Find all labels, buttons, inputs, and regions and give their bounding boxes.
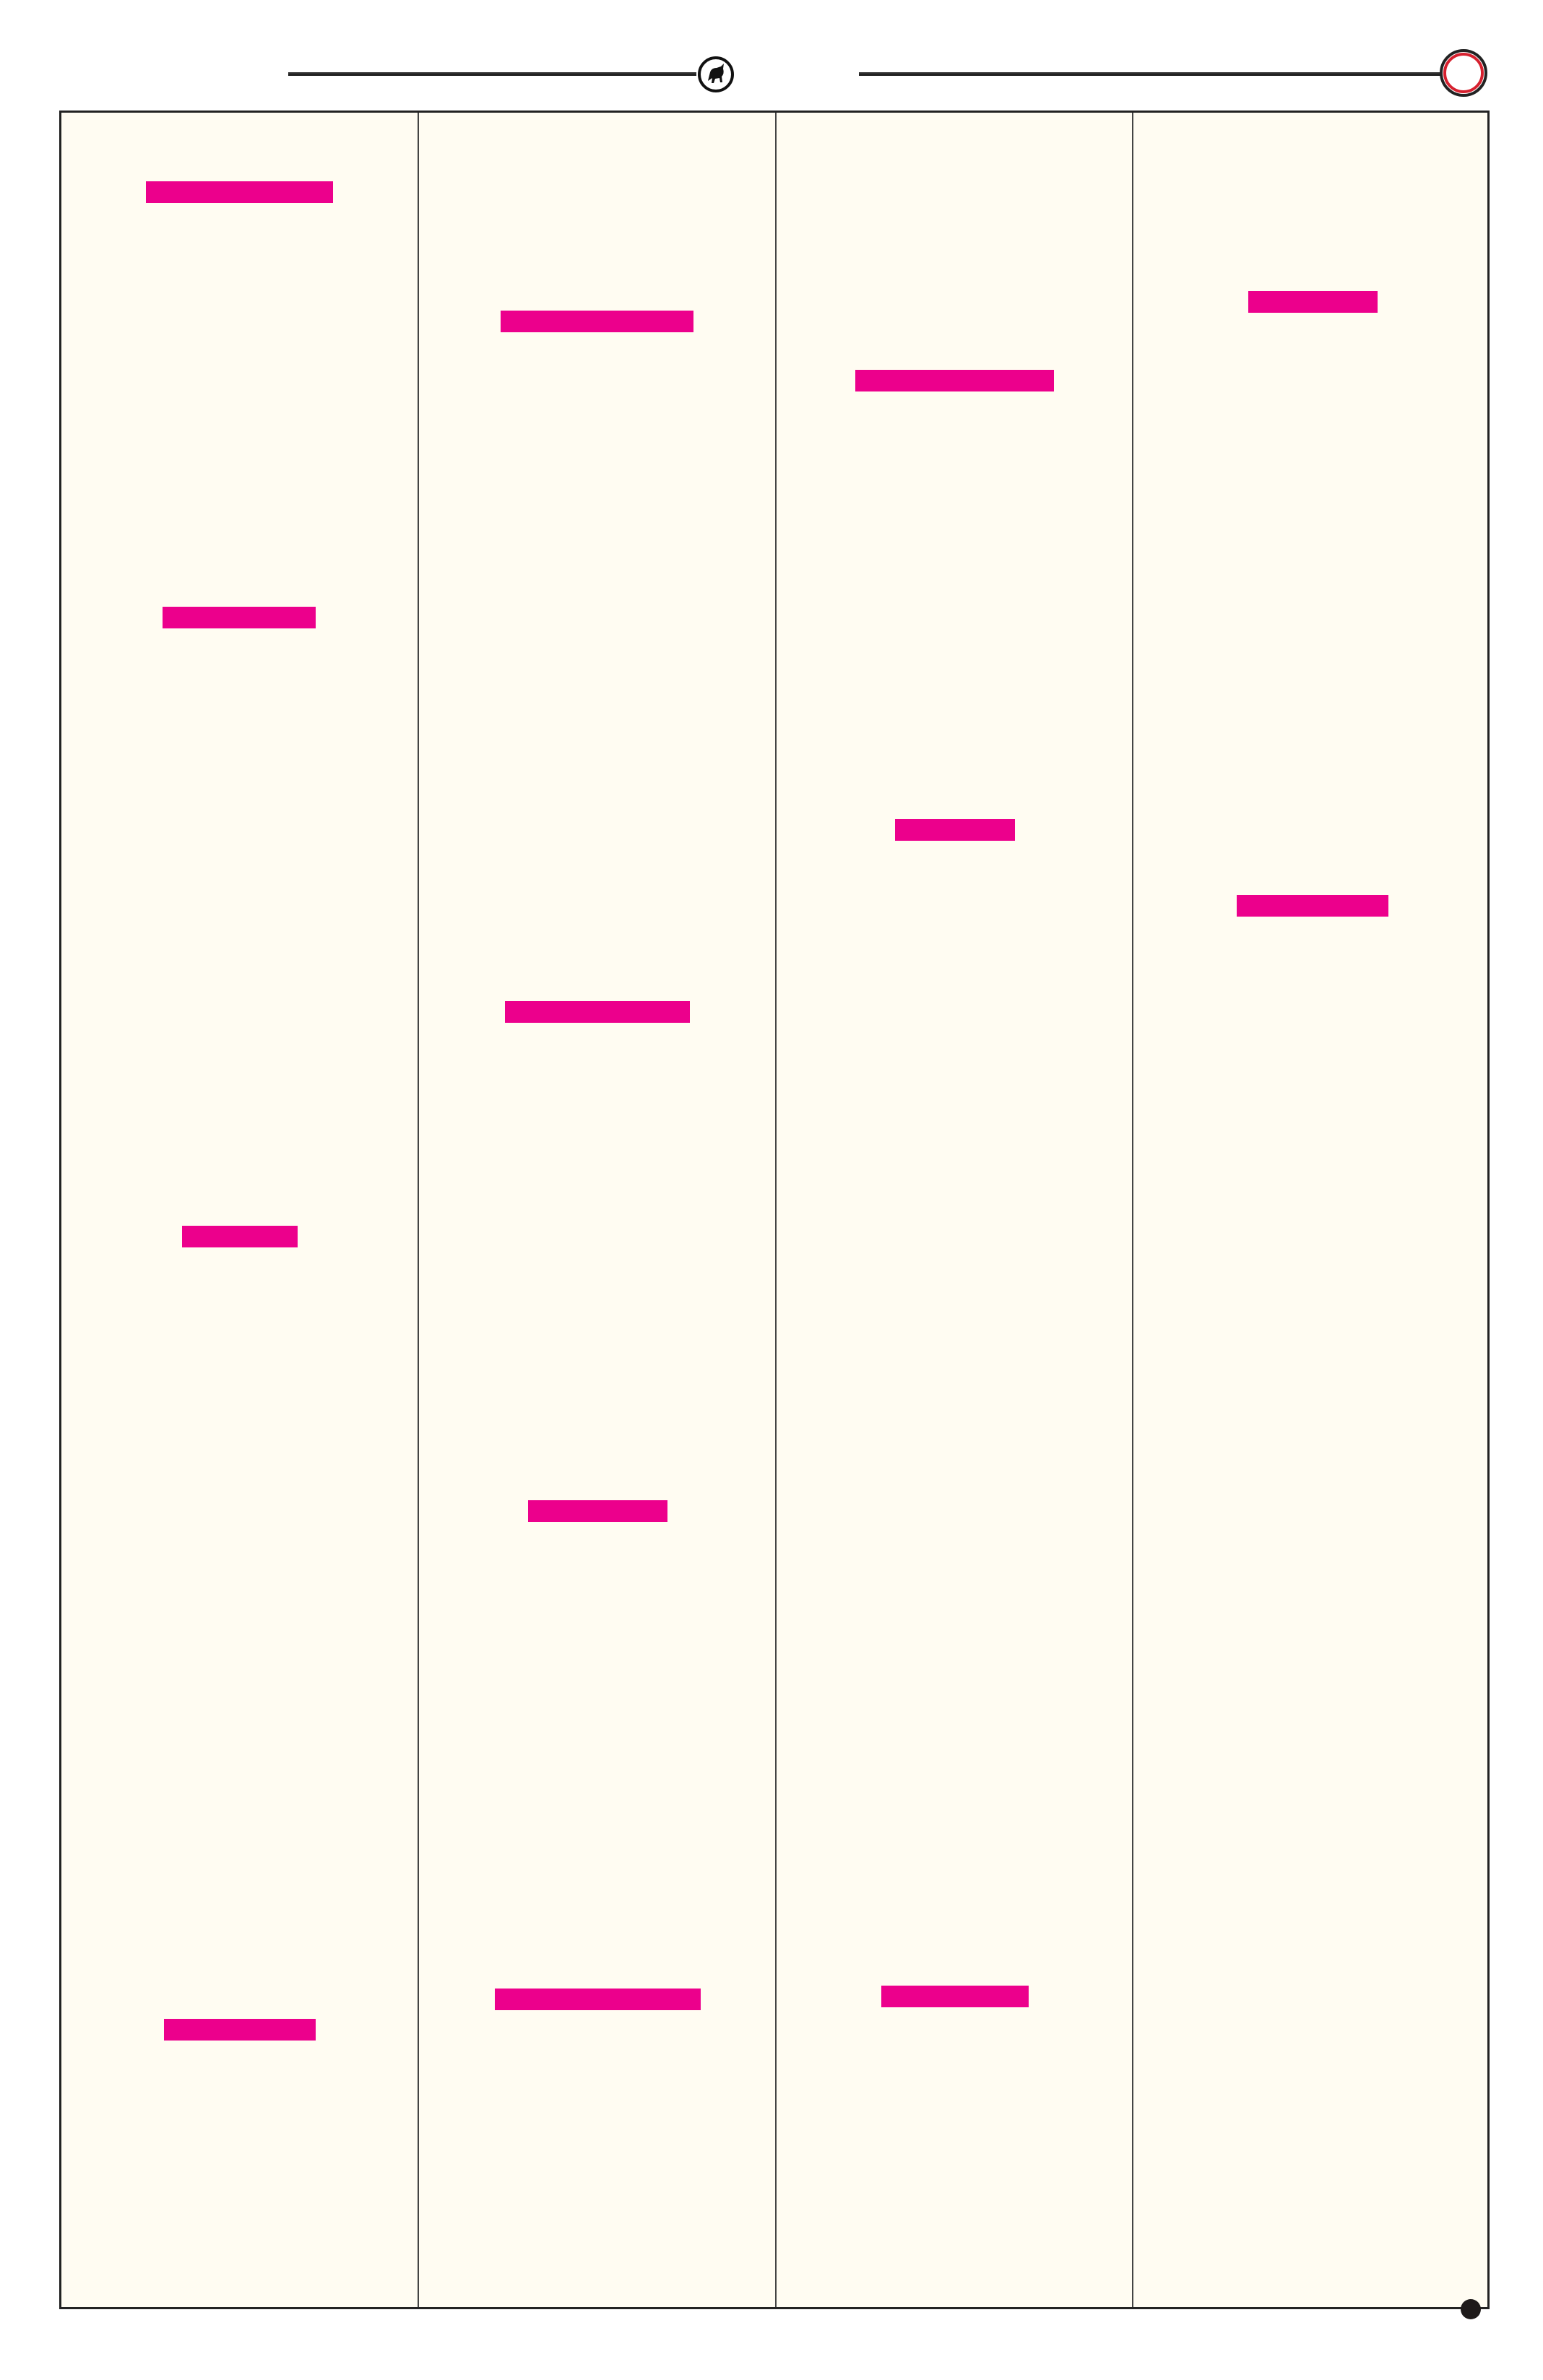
column-divider: [775, 113, 777, 2307]
highlight-bar: [528, 1500, 667, 1522]
highlight-bar: [895, 819, 1015, 841]
bull-emblem-icon: [698, 56, 734, 92]
highlight-bar: [1248, 291, 1378, 313]
highlight-bar: [881, 1986, 1029, 2007]
highlight-bar: [1237, 895, 1388, 917]
highlight-bar: [505, 1001, 690, 1023]
highlight-bar: [163, 607, 316, 628]
highlight-bar: [501, 311, 693, 332]
highlight-bar: [495, 1989, 701, 2010]
column-divider: [418, 113, 419, 2307]
highlight-bar: [855, 370, 1054, 391]
highlight-bar: [182, 1226, 298, 1247]
header-rule-left: [288, 72, 696, 76]
red-ring-icon: [1440, 49, 1487, 97]
header-rule-right: [859, 72, 1443, 76]
column-divider: [1132, 113, 1133, 2307]
highlight-bar: [164, 2019, 316, 2041]
content-frame: [59, 111, 1490, 2309]
highlight-bar: [146, 181, 333, 203]
dot-icon: [1461, 2299, 1481, 2319]
